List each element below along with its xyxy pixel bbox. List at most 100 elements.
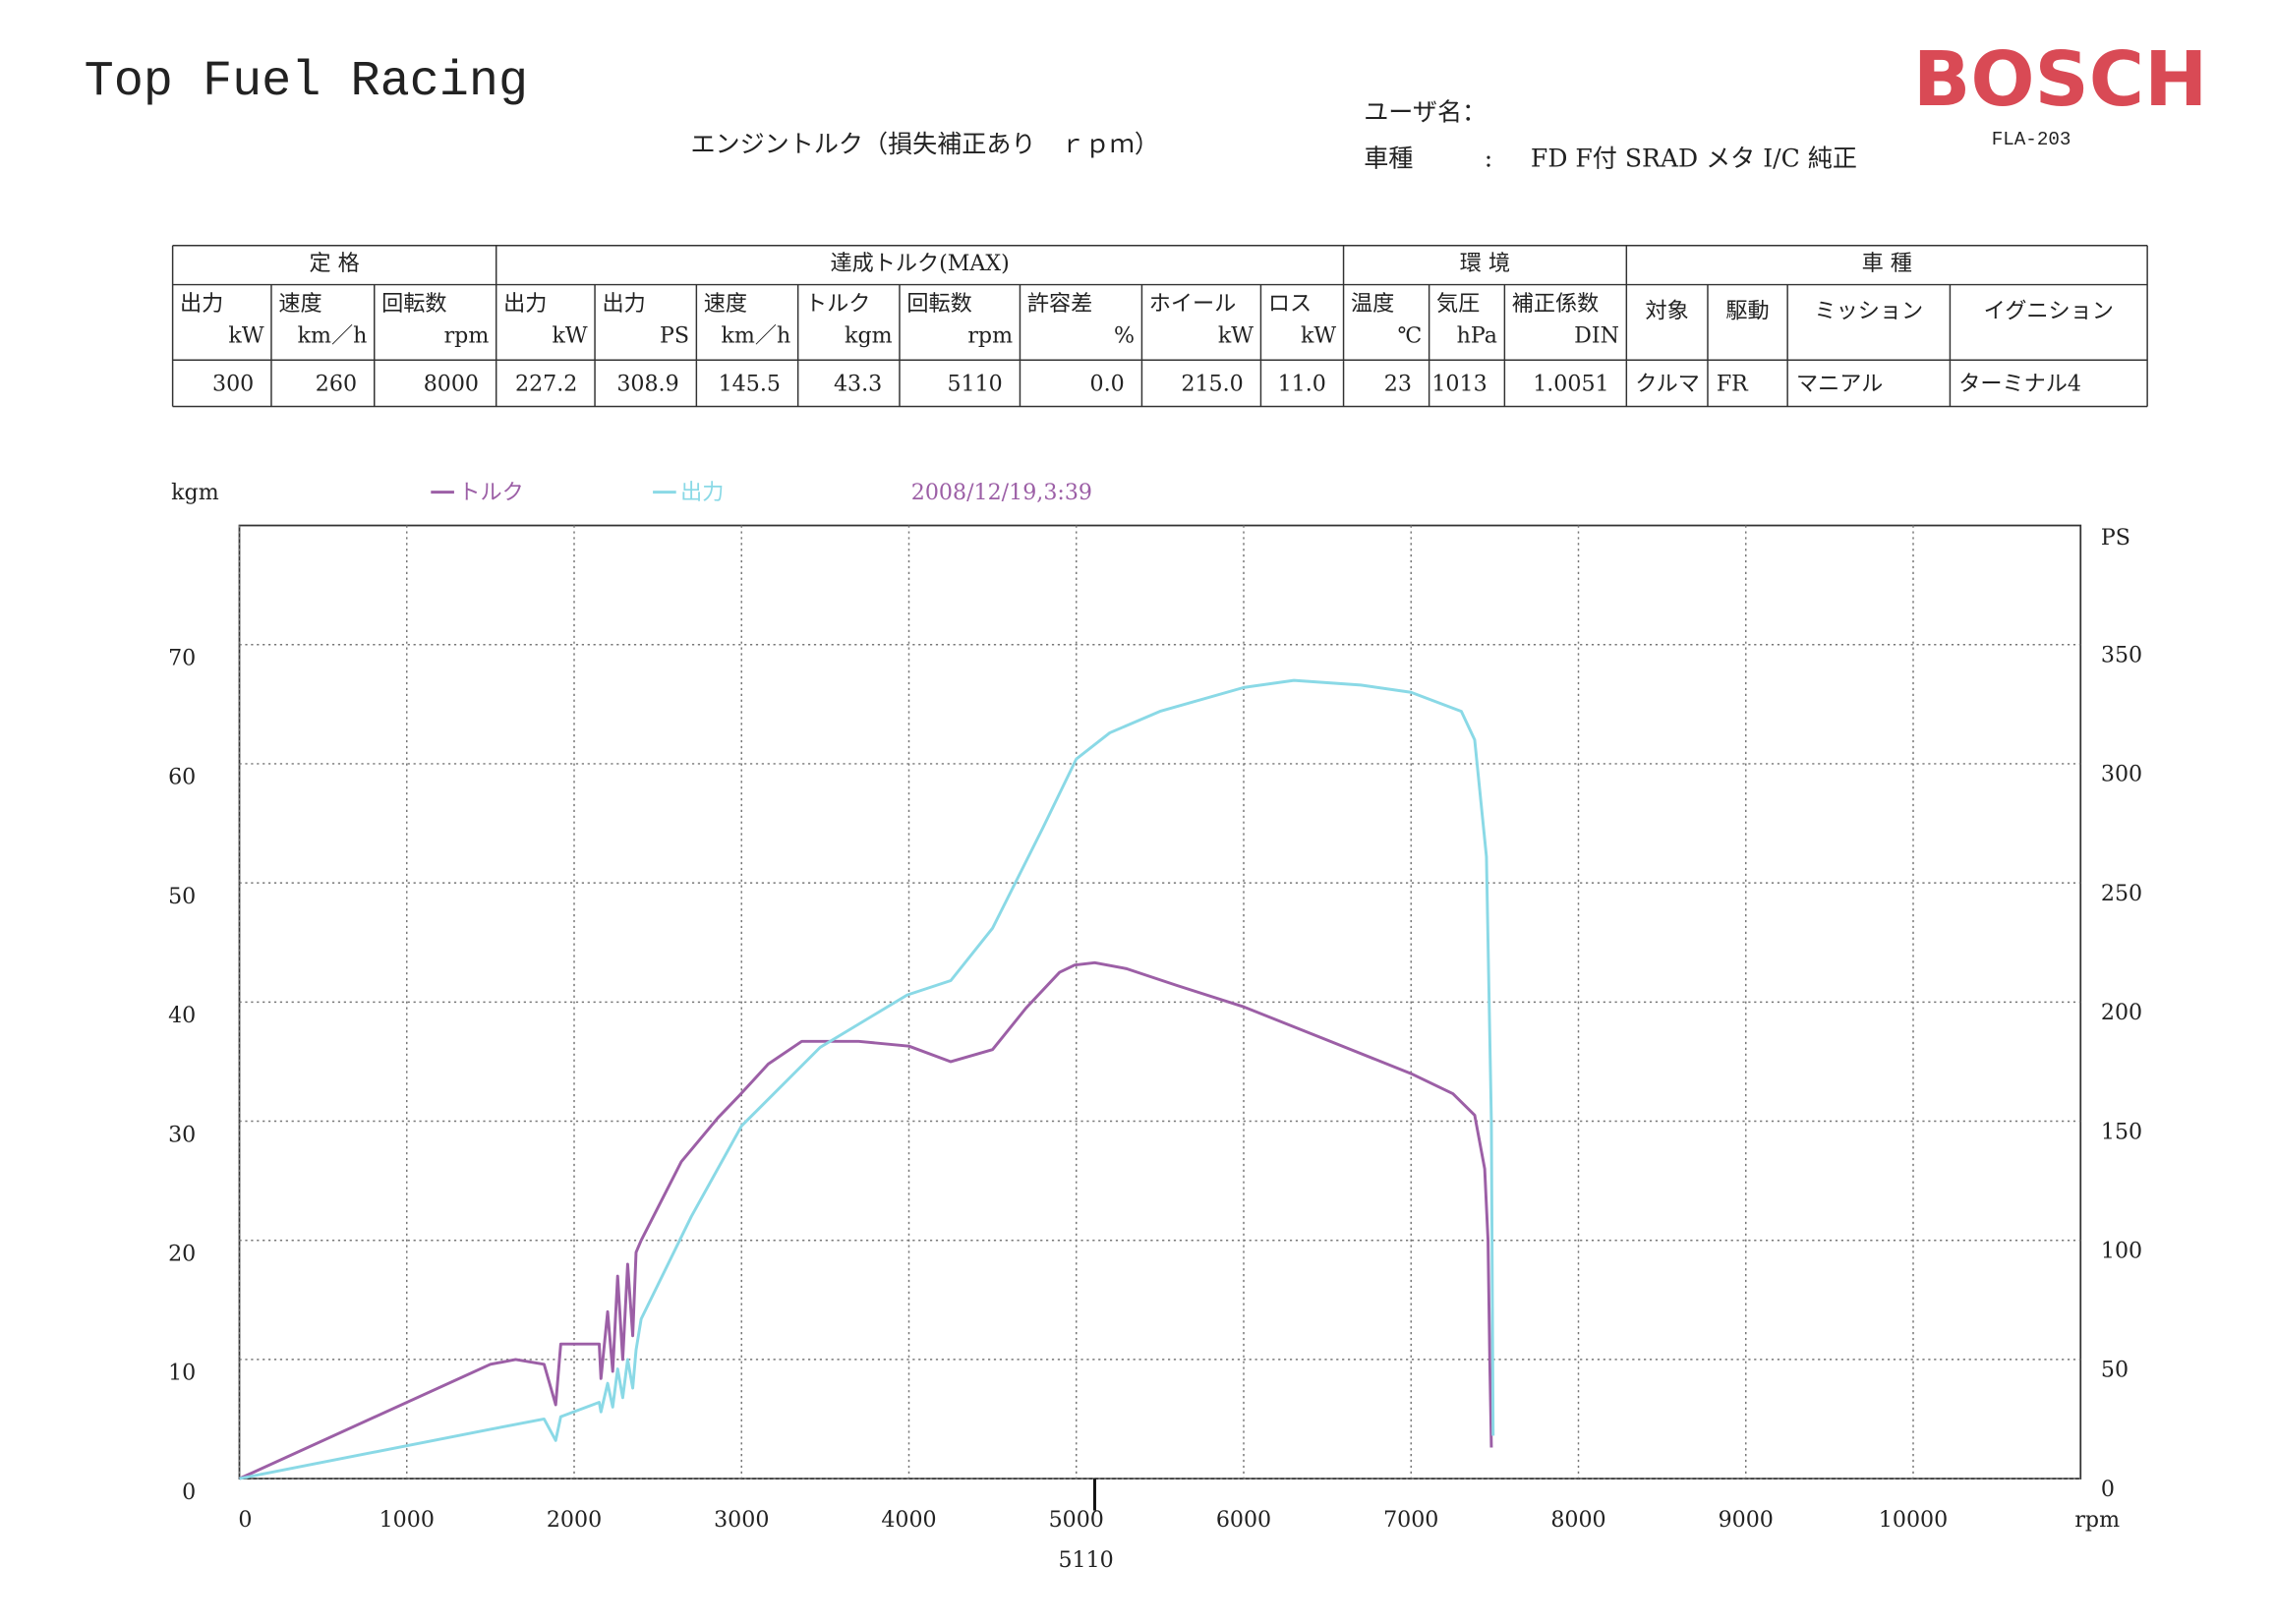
table-header: kgm	[845, 323, 893, 349]
table-cell: 215.0	[1181, 371, 1243, 396]
x-tick-label: 4000	[881, 1507, 936, 1533]
table-header: 対象	[1646, 299, 1689, 324]
x-tick-label: 3000	[714, 1507, 769, 1533]
table-group: 達成トルク(MAX)	[830, 251, 1009, 276]
x-tick-label: 6000	[1216, 1507, 1271, 1533]
series-line	[238, 960, 1493, 1480]
table-cell: 0.0	[1090, 371, 1125, 396]
y-tick-label: 20	[168, 1241, 196, 1266]
table-header: kW	[228, 323, 263, 349]
marker-label: 5110	[1058, 1547, 1113, 1573]
table-cell: 308.9	[616, 371, 678, 396]
y-tick-label: 40	[168, 1003, 196, 1028]
table-cell: 23	[1384, 371, 1412, 396]
table-header: DIN	[1574, 323, 1619, 349]
table-header: 駆動	[1725, 299, 1769, 324]
table-header: km／h	[722, 323, 791, 349]
date: 2008/12/19,3:39	[911, 480, 1092, 505]
table-cell: 1013	[1431, 371, 1487, 396]
y2-tick-label: 350	[2101, 643, 2142, 668]
user-label: ユーザ名：	[1364, 97, 1487, 126]
x-tick-label: 2000	[547, 1507, 602, 1533]
table-header: kW	[553, 323, 588, 349]
y2-axis-label: PS	[2101, 525, 2130, 551]
table-header: ℃	[1397, 323, 1422, 349]
table-cell: 1.0051	[1533, 371, 1608, 396]
table-cell: マニアル	[1796, 371, 1883, 396]
y2-tick-label: 100	[2101, 1239, 2142, 1264]
y-tick-label: 50	[168, 884, 196, 909]
table-header: ロス	[1268, 291, 1312, 317]
table-header: rpm	[967, 323, 1013, 349]
table-cell: クルマ	[1635, 371, 1700, 396]
y-axis-label: kgm	[171, 480, 219, 505]
table-header: rpm	[444, 323, 490, 349]
table-header: 気圧	[1436, 291, 1480, 317]
legend-label: トルク	[458, 480, 523, 505]
table-header: PS	[660, 323, 689, 349]
table-cell: 11.0	[1278, 371, 1326, 396]
table-cell: 145.5	[719, 371, 781, 396]
x-tick-label: 1000	[379, 1507, 435, 1533]
x-tick-label: 5000	[1049, 1507, 1104, 1533]
y-tick-label: 10	[168, 1361, 196, 1386]
table-header: 出力	[180, 291, 223, 317]
table-header: 出力	[602, 291, 645, 317]
table-cell: 300	[212, 371, 254, 396]
x-tick-label: 8000	[1550, 1507, 1605, 1533]
table-group: 定 格	[310, 251, 360, 276]
table-cell: FR	[1717, 371, 1749, 396]
table-header: %	[1114, 323, 1135, 349]
y2-tick-label: 200	[2101, 1000, 2142, 1025]
model: FLA-203	[1992, 129, 2071, 150]
legend-label: 出力	[680, 480, 724, 505]
y2-tick-label: 300	[2101, 762, 2142, 787]
x-tick-label: 10000	[1879, 1507, 1948, 1533]
y2-tick-label: 250	[2101, 881, 2142, 906]
table-cell: 8000	[424, 371, 479, 396]
table-header: 補正係数	[1512, 291, 1600, 317]
table-header: イグニション	[1984, 299, 2114, 324]
table-header: ホイール	[1149, 291, 1237, 317]
y-tick-label: 70	[168, 645, 196, 670]
table-header: 回転数	[381, 291, 446, 317]
table-header: ミッション	[1814, 299, 1923, 324]
series-line	[239, 678, 1495, 1480]
table-cell: 227.2	[515, 371, 577, 396]
vehicle-sep: :	[1485, 145, 1492, 173]
plot-frame	[238, 524, 2082, 1479]
table-cell: 5110	[947, 371, 1002, 396]
x-tick-label: 7000	[1383, 1507, 1438, 1533]
table-header: hPa	[1457, 323, 1497, 349]
x-axis-label: rpm	[2074, 1507, 2120, 1533]
table-group: 車 種	[1862, 251, 1912, 276]
table-cell: 260	[316, 371, 357, 396]
vehicle-label: 車種	[1364, 145, 1413, 173]
table-header: 許容差	[1027, 291, 1092, 317]
subtitle: エンジントルク（損失補正あり ｒｐｍ）	[690, 130, 1158, 158]
table-cell: ターミナル4	[1958, 371, 2081, 396]
table-header: kW	[1301, 323, 1336, 349]
y2-tick-label: 150	[2101, 1119, 2142, 1144]
table-header: 回転数	[906, 291, 971, 317]
y-tick-label: 60	[168, 765, 196, 790]
table-header: km／h	[298, 323, 368, 349]
y2-tick-label: 0	[2101, 1477, 2115, 1502]
y-tick-label: 0	[182, 1479, 196, 1505]
table-header: 温度	[1351, 291, 1394, 317]
vehicle: FD F付 SRAD メタ I/C 純正	[1531, 145, 1857, 173]
x-tick-label: 9000	[1719, 1507, 1774, 1533]
x-tick-label: 0	[238, 1507, 252, 1533]
table-header: 速度	[704, 291, 747, 317]
table-header: トルク	[805, 291, 870, 317]
table-header: 速度	[278, 291, 321, 317]
title: Top Fuel Racing	[85, 54, 528, 110]
table-group: 環 境	[1460, 251, 1510, 276]
table-cell: 43.3	[834, 371, 882, 396]
table-header: kW	[1218, 323, 1254, 349]
y-tick-label: 30	[168, 1122, 196, 1147]
y2-tick-label: 50	[2101, 1358, 2129, 1383]
logo: BOSCH	[1913, 36, 2207, 124]
table-header: 出力	[503, 291, 547, 317]
